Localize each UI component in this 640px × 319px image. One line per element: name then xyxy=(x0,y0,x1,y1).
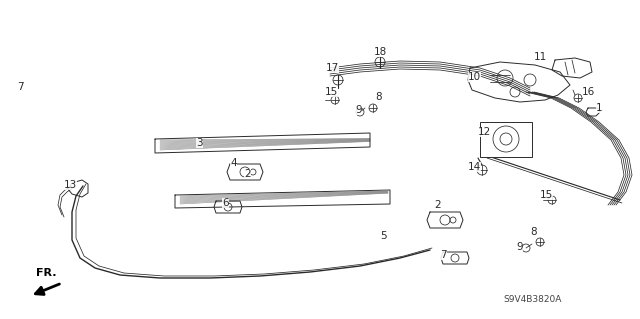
Text: 9: 9 xyxy=(516,242,523,252)
Text: 17: 17 xyxy=(326,63,339,73)
Text: 4: 4 xyxy=(230,158,237,168)
Text: 8: 8 xyxy=(375,92,381,102)
Text: 11: 11 xyxy=(534,52,547,62)
Text: 15: 15 xyxy=(540,190,553,200)
Text: 10: 10 xyxy=(468,72,481,82)
Text: 16: 16 xyxy=(582,87,595,97)
Text: 18: 18 xyxy=(374,47,387,57)
Text: 13: 13 xyxy=(64,180,77,190)
Text: S9V4B3820A: S9V4B3820A xyxy=(503,295,561,304)
Text: 7: 7 xyxy=(17,82,24,92)
Text: 15: 15 xyxy=(325,87,339,97)
Text: 6: 6 xyxy=(222,198,228,208)
Text: 8: 8 xyxy=(530,227,536,237)
Text: 3: 3 xyxy=(196,138,203,148)
Bar xyxy=(480,122,532,157)
Text: 2: 2 xyxy=(244,169,251,179)
Text: 9: 9 xyxy=(355,105,362,115)
Text: FR.: FR. xyxy=(36,268,56,278)
Text: 12: 12 xyxy=(478,127,492,137)
Text: 14: 14 xyxy=(468,162,481,172)
Text: 7: 7 xyxy=(440,250,447,260)
Text: 2: 2 xyxy=(434,200,440,210)
Text: 5: 5 xyxy=(380,231,387,241)
Text: 1: 1 xyxy=(596,103,603,113)
